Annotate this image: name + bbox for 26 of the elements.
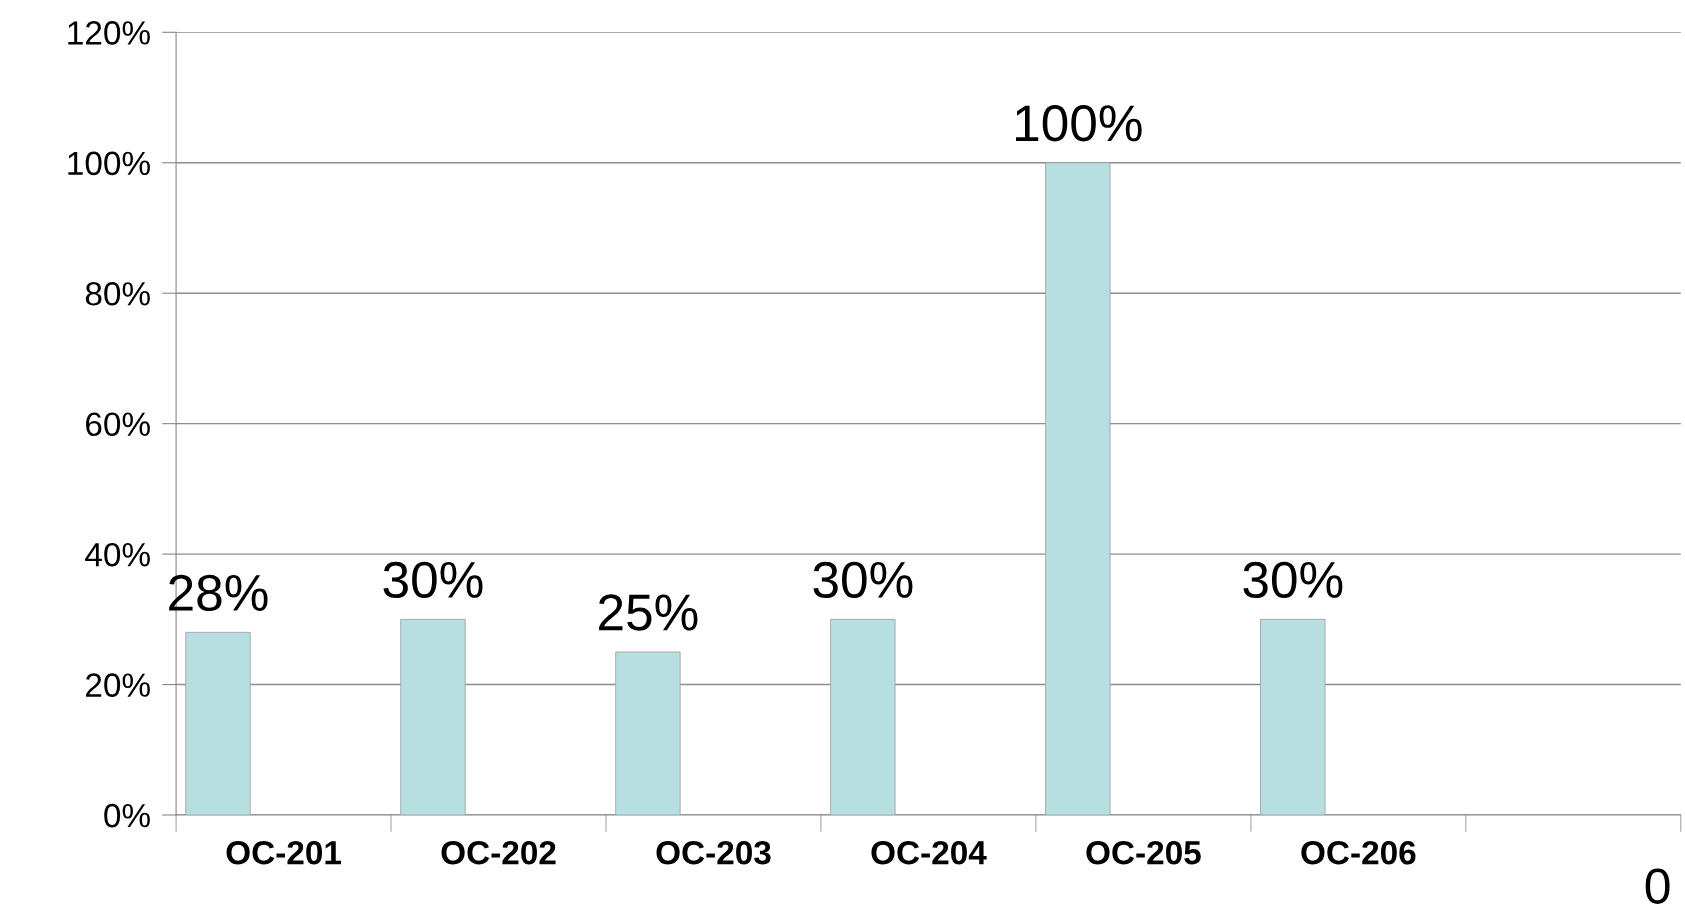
- y-tick-label: 40%: [85, 542, 150, 567]
- data-label: 30%: [1243, 561, 1343, 599]
- x-tick-label: OC-205: [1086, 840, 1201, 865]
- bar: [185, 631, 251, 816]
- data-label: 28%: [169, 574, 268, 612]
- y-tick-label: 100%: [68, 151, 150, 176]
- bar: [1260, 618, 1326, 816]
- data-label: 25%: [599, 594, 698, 631]
- bar: [830, 618, 896, 816]
- bar: [400, 618, 466, 816]
- x-tick-label: OC-206: [1301, 840, 1416, 865]
- x-tick-label: OC-203: [656, 840, 771, 865]
- bar: [1045, 162, 1111, 816]
- y-tick-label: 80%: [85, 282, 150, 306]
- text: 0: [1645, 868, 1670, 904]
- data-label: 30%: [813, 561, 913, 599]
- y-tick-label: 0%: [104, 803, 150, 828]
- x-tick-label: OC-204: [871, 840, 987, 865]
- x-tick-label: OC-202: [441, 840, 556, 865]
- y-tick-label: 120%: [68, 21, 150, 45]
- x-tick-label: OC-201: [226, 840, 341, 865]
- bar: [615, 651, 681, 816]
- y-tick-label: 20%: [86, 673, 150, 697]
- data-label: 100%: [1016, 105, 1142, 142]
- data-label: 30%: [383, 561, 483, 599]
- y-tick-label: 60%: [86, 412, 150, 437]
